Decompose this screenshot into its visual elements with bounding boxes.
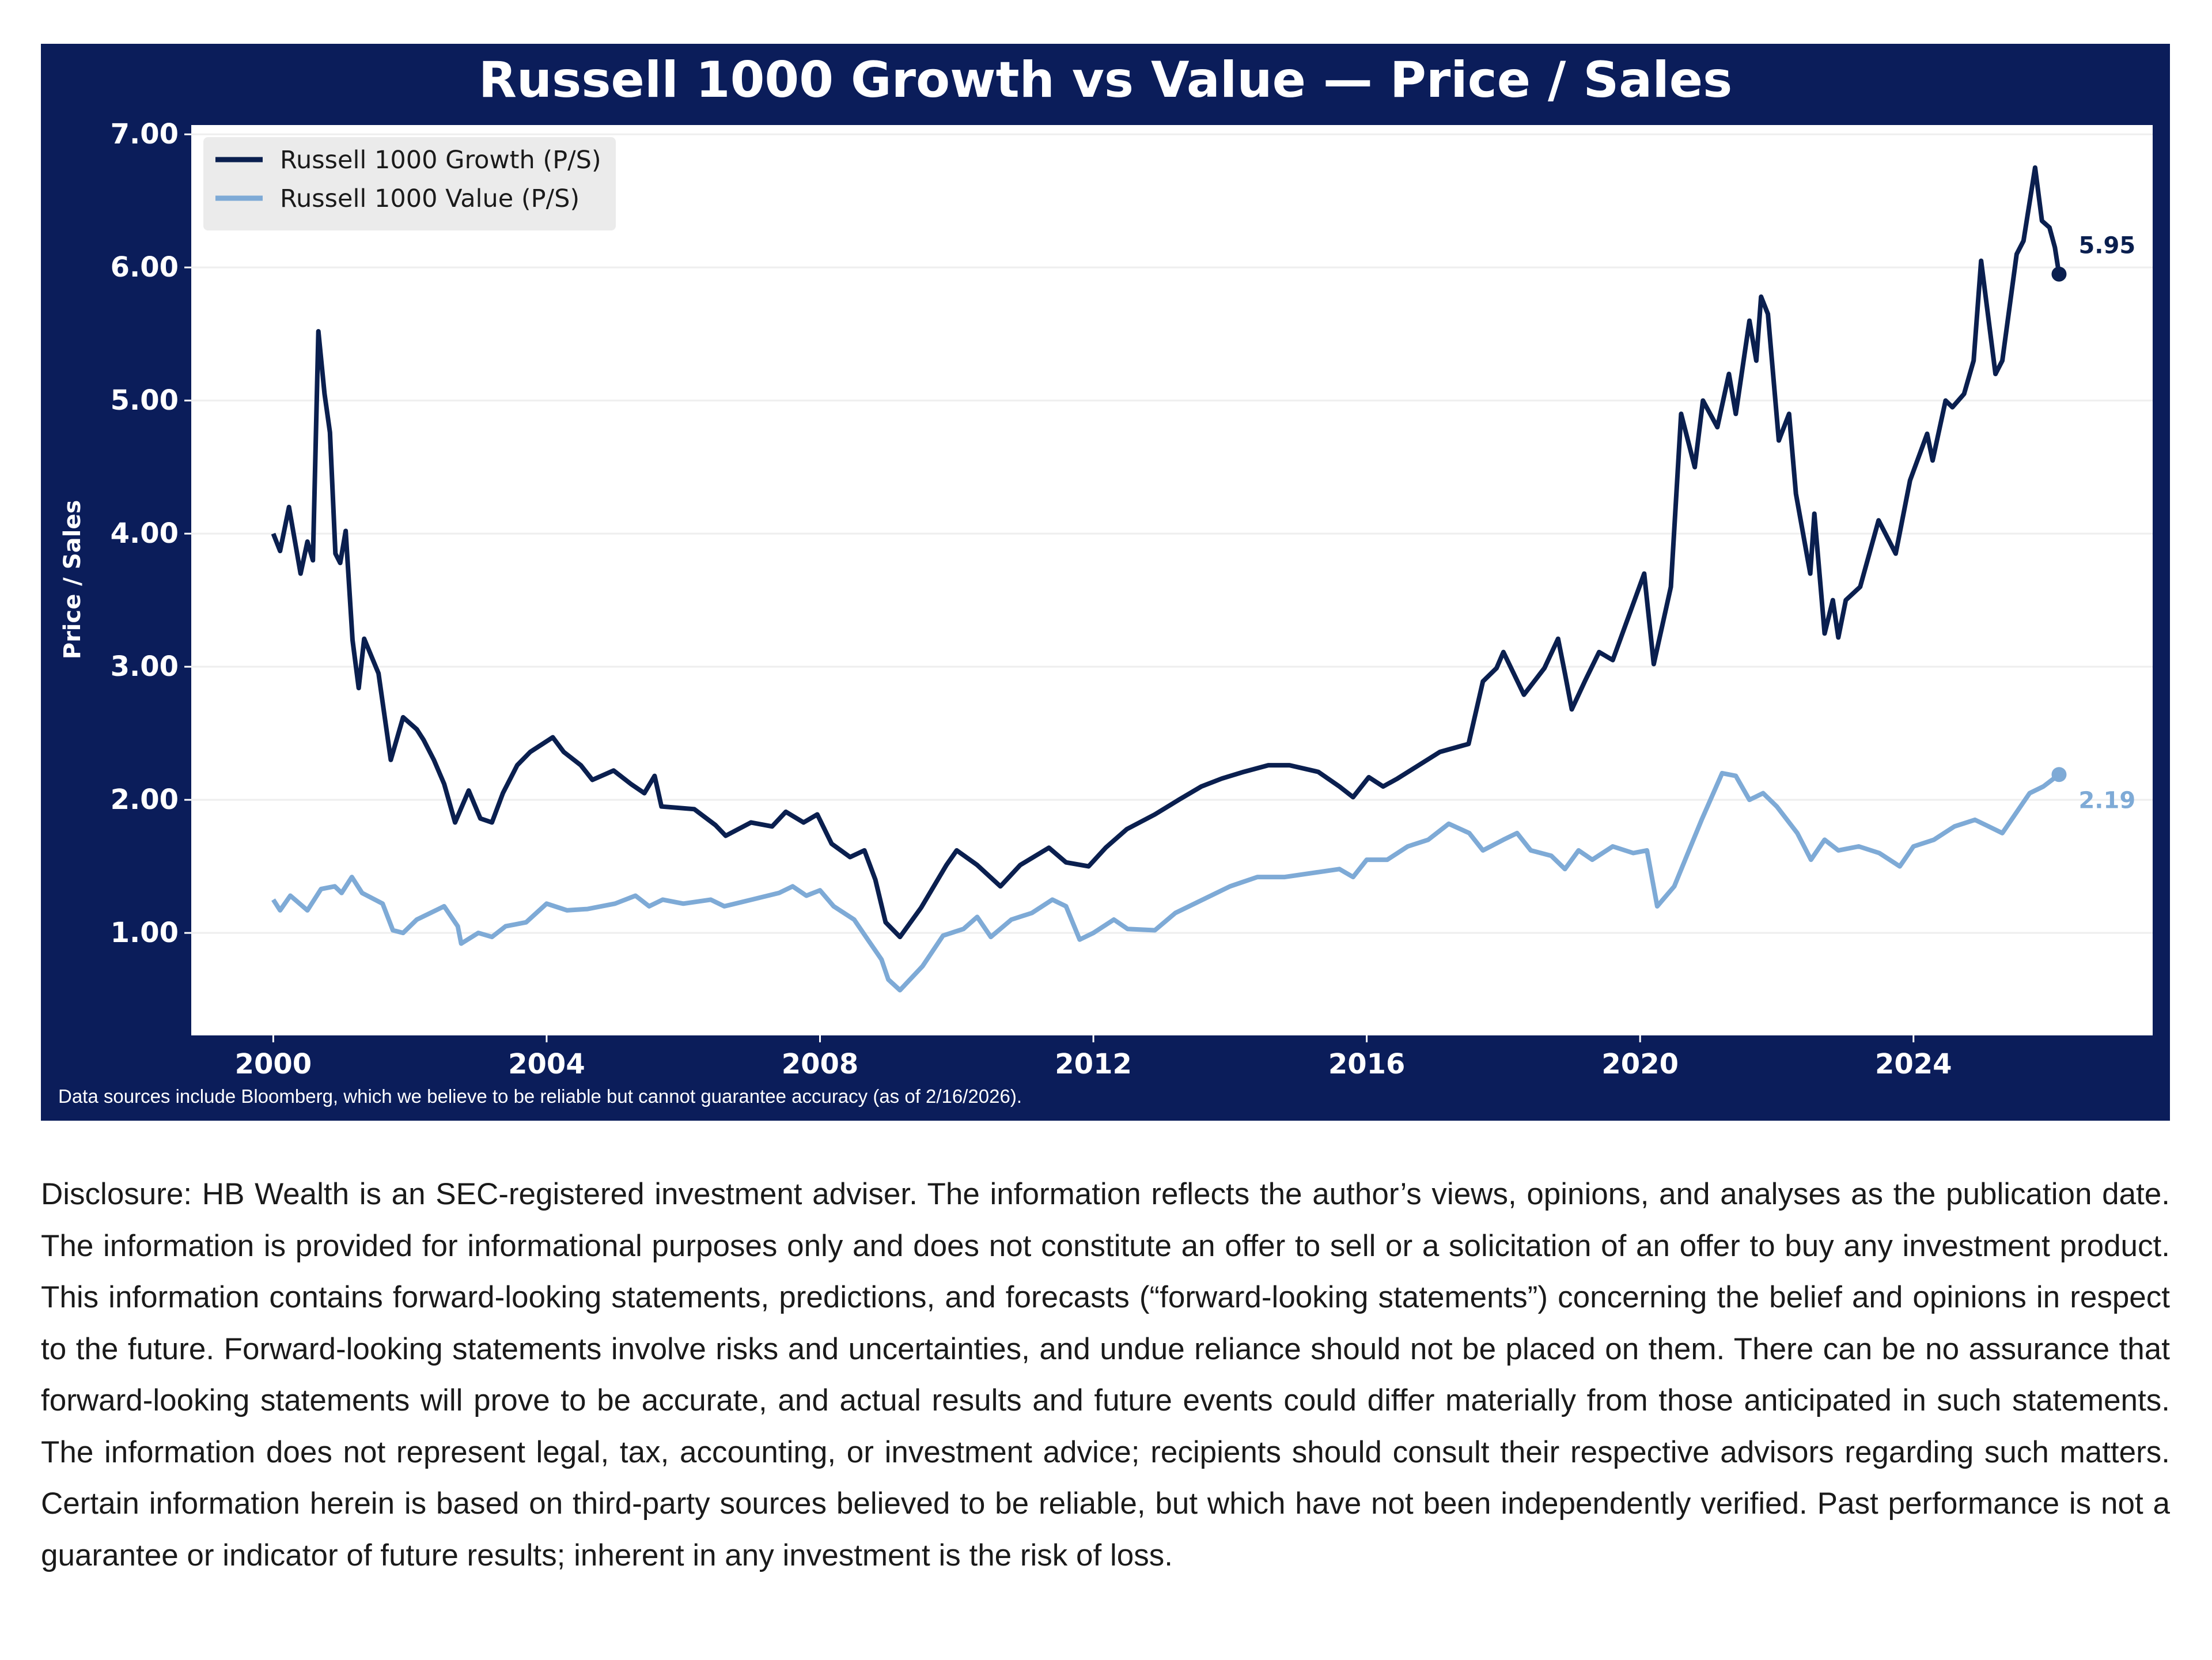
legend-box — [203, 137, 616, 230]
y-tick-label: 7.00 — [111, 118, 179, 150]
x-tick-label: 2024 — [1875, 1048, 1952, 1080]
end-label-value: 2.19 — [2078, 787, 2135, 814]
end-label-growth: 5.95 — [2078, 233, 2135, 259]
y-tick-label: 2.00 — [111, 784, 179, 816]
end-point-value — [2051, 767, 2067, 782]
series-line-growth — [271, 165, 2062, 940]
y-axis-label: Price / Sales — [59, 500, 86, 660]
legend: Russell 1000 Growth (P/S) Russell 1000 V… — [203, 137, 616, 230]
x-tick-label: 2012 — [1055, 1048, 1132, 1080]
y-tick-label: 6.00 — [111, 251, 179, 283]
y-tick-label: 4.00 — [111, 517, 179, 550]
x-tick-label: 2016 — [1328, 1048, 1406, 1080]
plot-area — [191, 125, 2153, 1035]
y-tick-label: 1.00 — [111, 917, 179, 949]
x-tick-label: 2000 — [235, 1048, 312, 1080]
chart-container: Russell 1000 Growth vs Value — Price / S… — [41, 44, 2170, 1121]
chart: Russell 1000 Growth vs Value — Price / S… — [58, 51, 2153, 1107]
y-tick-label: 3.00 — [111, 651, 179, 683]
x-tick-label: 2004 — [508, 1048, 585, 1080]
y-tick-label: 5.00 — [111, 384, 179, 417]
x-tick-label: 2020 — [1601, 1048, 1679, 1080]
series-line-value — [271, 770, 2061, 993]
chart-title: Russell 1000 Growth vs Value — Price / S… — [479, 51, 1733, 109]
end-point-growth — [2051, 266, 2067, 282]
disclosure-text: Disclosure: HB Wealth is an SEC-register… — [41, 1177, 2170, 1572]
x-tick-label: 2008 — [782, 1048, 859, 1080]
legend-label-value: Russell 1000 Value (P/S) — [280, 184, 579, 213]
footnote: Data sources include Bloomberg, which we… — [58, 1086, 1022, 1107]
legend-label-growth: Russell 1000 Growth (P/S) — [280, 146, 601, 175]
